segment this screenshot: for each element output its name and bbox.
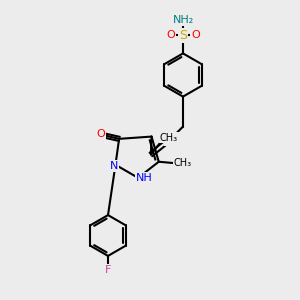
Text: O: O (166, 30, 175, 40)
Text: CH₃: CH₃ (160, 133, 178, 143)
Text: F: F (105, 265, 111, 275)
Text: CH₃: CH₃ (174, 158, 192, 168)
Text: N: N (110, 161, 118, 171)
Text: O: O (97, 129, 106, 139)
Text: S: S (179, 29, 187, 42)
Text: NH: NH (136, 173, 153, 183)
Text: N: N (165, 135, 174, 145)
Text: NH₂: NH₂ (172, 15, 194, 25)
Text: O: O (191, 30, 200, 40)
